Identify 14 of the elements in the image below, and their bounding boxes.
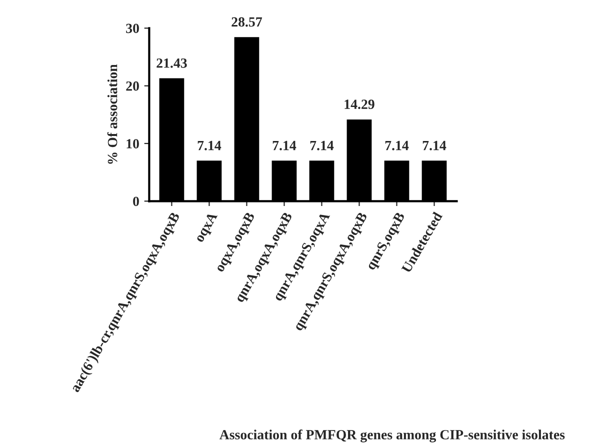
x-axis-title: Association of PMFQR genes among CIP-sensitive isolates	[219, 429, 565, 442]
data-label: 7.14	[310, 140, 334, 150]
y-tick-label: 30	[126, 24, 139, 34]
data-label: 7.14	[272, 140, 296, 150]
data-label: 7.14	[198, 140, 222, 150]
y-axis-title: % Of association	[107, 64, 118, 164]
y-tick-label: 10	[126, 139, 139, 148]
data-label: 21.43	[156, 58, 187, 68]
y-tick-label: 20	[126, 81, 139, 91]
data-label: 14.29	[344, 100, 374, 110]
data-label: 7.14	[385, 140, 409, 150]
data-label: 28.57	[232, 17, 262, 27]
y-tick-label: 0	[133, 196, 139, 206]
data-label: 7.14	[422, 140, 446, 150]
